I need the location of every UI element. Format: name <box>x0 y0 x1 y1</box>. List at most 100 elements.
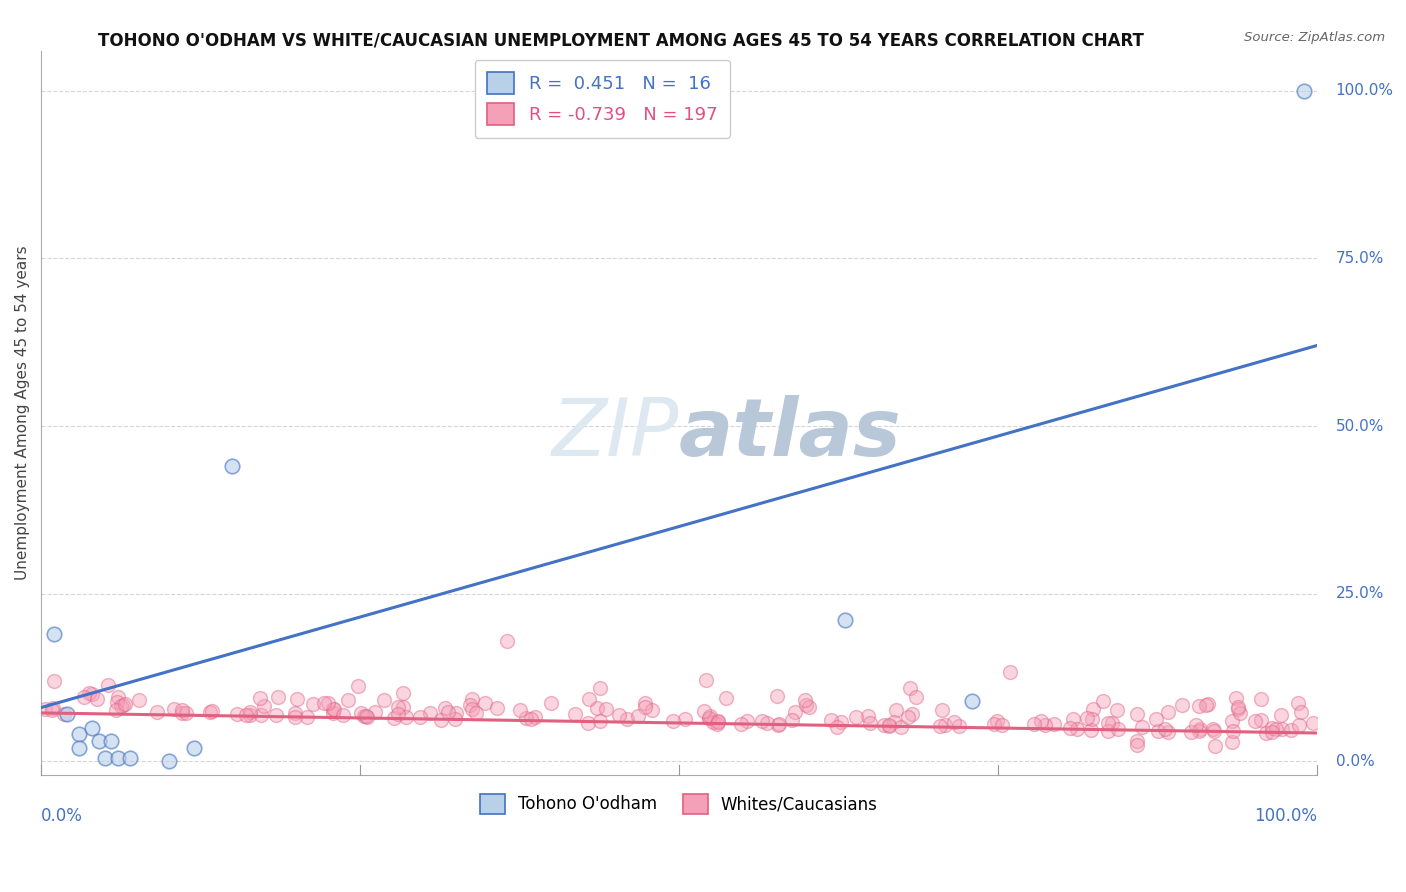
Point <box>751 714 773 728</box>
Point <box>100 734 122 748</box>
Point <box>249 691 271 706</box>
Point <box>934 718 956 732</box>
Point <box>485 700 508 714</box>
Point <box>879 718 901 732</box>
Point <box>170 703 193 717</box>
Point <box>34 701 56 715</box>
Point <box>859 716 882 731</box>
Point <box>898 681 921 696</box>
Point <box>356 710 378 724</box>
Point <box>67 740 90 755</box>
Point <box>1180 725 1202 739</box>
Point <box>145 705 167 719</box>
Point <box>834 614 856 628</box>
Point <box>409 709 432 723</box>
Point <box>444 713 467 727</box>
Point <box>1188 724 1211 739</box>
Point <box>877 719 900 733</box>
Point <box>662 714 685 729</box>
Point <box>437 706 460 720</box>
Point <box>735 714 758 728</box>
Point <box>316 696 339 710</box>
Point <box>1197 697 1219 711</box>
Text: 0.0%: 0.0% <box>1336 754 1375 769</box>
Point <box>765 690 787 704</box>
Point <box>235 707 257 722</box>
Point <box>900 707 922 722</box>
Point <box>322 702 344 716</box>
Point <box>578 691 600 706</box>
Point <box>897 709 920 723</box>
Point <box>1029 714 1052 728</box>
Point <box>107 690 129 705</box>
Point <box>86 691 108 706</box>
Point <box>1250 692 1272 706</box>
Point <box>931 703 953 717</box>
Point <box>172 706 194 720</box>
Point <box>1105 703 1128 717</box>
Point <box>794 692 817 706</box>
Point <box>756 716 779 731</box>
Point <box>509 703 531 717</box>
Point <box>707 714 730 728</box>
Point <box>249 708 271 723</box>
Point <box>998 665 1021 679</box>
Point <box>785 705 807 719</box>
Point <box>697 711 720 725</box>
Point <box>1130 720 1153 734</box>
Point <box>302 697 325 711</box>
Point <box>589 714 612 729</box>
Text: TOHONO O'ODHAM VS WHITE/CAUCASIAN UNEMPLOYMENT AMONG AGES 45 TO 54 YEARS CORRELA: TOHONO O'ODHAM VS WHITE/CAUCASIAN UNEMPL… <box>98 31 1144 49</box>
Point <box>730 717 752 731</box>
Point <box>495 633 517 648</box>
Point <box>714 691 737 706</box>
Point <box>707 715 730 730</box>
Point <box>697 711 720 725</box>
Point <box>221 459 243 474</box>
Point <box>515 711 537 725</box>
Point <box>1250 713 1272 727</box>
Point <box>387 699 409 714</box>
Point <box>1157 706 1180 720</box>
Point <box>1171 698 1194 712</box>
Point <box>1081 712 1104 726</box>
Point <box>1292 84 1315 98</box>
Y-axis label: Unemployment Among Ages 45 to 54 years: Unemployment Among Ages 45 to 54 years <box>15 245 30 580</box>
Point <box>120 751 142 765</box>
Point <box>387 707 409 722</box>
Point <box>332 708 354 723</box>
Point <box>107 695 129 709</box>
Point <box>350 706 373 721</box>
Point <box>904 690 927 705</box>
Point <box>42 627 65 641</box>
Point <box>107 751 129 765</box>
Point <box>87 734 110 748</box>
Point <box>766 717 789 731</box>
Point <box>183 740 205 755</box>
Point <box>110 698 132 713</box>
Point <box>353 709 375 723</box>
Point <box>1204 739 1226 753</box>
Point <box>364 706 387 720</box>
Point <box>1270 707 1292 722</box>
Point <box>226 706 249 721</box>
Point <box>264 707 287 722</box>
Point <box>112 698 135 713</box>
Point <box>1126 707 1149 722</box>
Point <box>1107 723 1129 737</box>
Text: 0.0%: 0.0% <box>41 807 83 825</box>
Text: 75.0%: 75.0% <box>1336 251 1384 266</box>
Point <box>67 727 90 741</box>
Point <box>634 699 657 714</box>
Point <box>1076 711 1098 725</box>
Point <box>347 679 370 693</box>
Point <box>1279 723 1302 738</box>
Point <box>1097 724 1119 739</box>
Point <box>53 707 76 722</box>
Point <box>673 712 696 726</box>
Point <box>337 693 360 707</box>
Point <box>201 704 224 718</box>
Point <box>890 720 912 734</box>
Point <box>1080 723 1102 738</box>
Point <box>1225 690 1247 705</box>
